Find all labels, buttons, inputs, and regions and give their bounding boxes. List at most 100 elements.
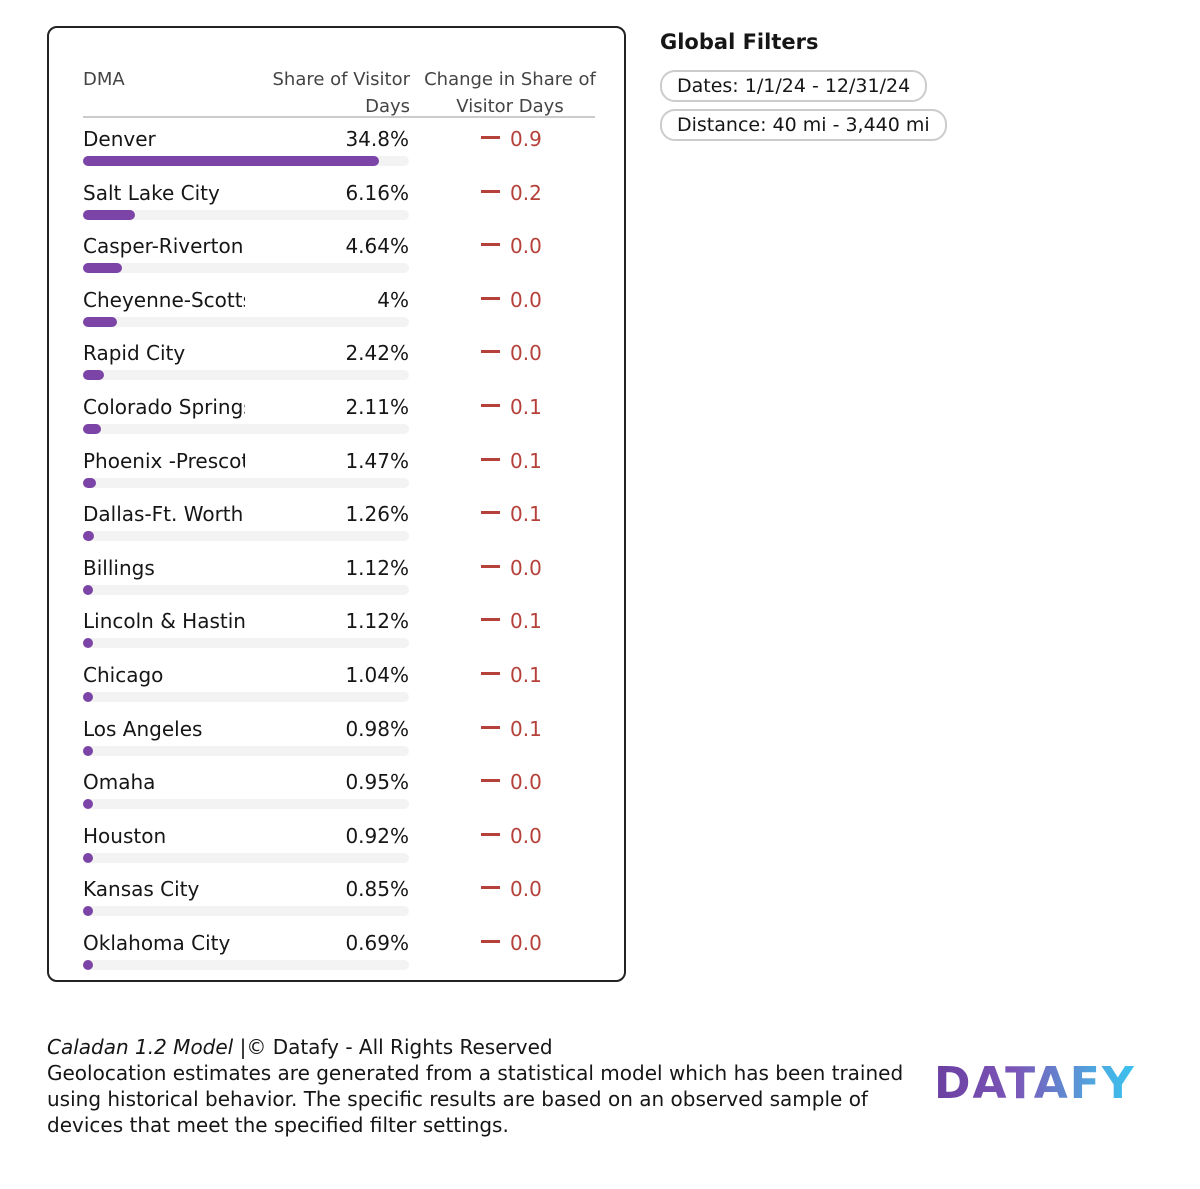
change-number: 0.0 [510,555,542,580]
minus-icon [481,136,500,139]
share-value: 1.12% [345,609,409,634]
minus-icon [481,189,500,193]
dma-name: Lincoln & Hastings [83,609,245,634]
change-number: 0.0 [510,287,542,312]
change-number: 0.0 [510,234,542,259]
share-value: 1.47% [345,448,409,473]
change-number: 0.0 [510,931,542,955]
minus-icon [481,243,500,247]
change-value: 0.9 [481,126,542,152]
minus-icon [481,725,500,729]
share-value: 1.12% [345,555,409,580]
share-bar-fill [83,263,123,274]
change-number: 0.9 [510,127,542,151]
change-number: 0.0 [510,770,542,795]
datafy-logo: DATAFY [934,1058,1136,1109]
distance-filter-pill[interactable]: Distance: 40 mi - 3,440 mi [660,109,947,141]
share-bar-track [83,156,409,166]
dma-name: Houston [83,823,167,848]
table-row[interactable]: Salt Lake City 6.16% 0.2 [83,180,542,233]
share-value: 4.64% [345,234,409,259]
change-number: 0.1 [510,502,542,527]
share-bar-fill [83,692,93,702]
share-bar-fill [83,370,104,381]
change-value: 0.1 [481,662,542,688]
share-bar-fill [83,745,93,756]
share-bar-track [83,584,409,595]
change-value: 0.0 [481,340,542,366]
minus-icon [481,618,500,622]
share-value: 2.42% [345,341,409,366]
table-header: DMA Share of Visitor Days Change in Shar… [83,66,596,118]
share-bar-track [83,263,409,274]
share-bar-fill [83,906,93,917]
minus-icon [481,350,500,354]
change-value: 0.1 [481,608,542,634]
minus-icon [481,564,500,568]
dma-name: Casper-Riverton [83,234,244,259]
minus-icon [481,779,500,783]
dma-name: Dallas-Ft. Worth [83,502,244,527]
minus-icon [481,457,500,461]
global-filters-title: Global Filters [660,30,819,54]
share-bar-track [83,638,409,649]
table-row[interactable]: Chicago 1.04% 0.1 [83,662,542,715]
minus-icon [481,672,500,675]
share-bar-fill [83,799,93,810]
share-value: 0.69% [345,931,409,955]
minus-icon [481,886,500,890]
change-value: 0.0 [481,876,542,902]
share-bar-fill [83,584,93,595]
table-row[interactable]: Lincoln & Hastings 1.12% 0.1 [83,608,542,661]
minus-icon [481,296,500,300]
share-bar-fill [83,638,93,649]
share-value: 1.26% [345,502,409,527]
change-value: 0.0 [481,930,542,956]
table-row[interactable]: Rapid City 2.42% 0.0 [83,340,542,393]
share-bar-track [83,316,409,327]
header-dma[interactable]: DMA [83,69,125,90]
table-row[interactable]: Cheyenne-Scottsbluff 4% 0.0 [83,287,542,340]
share-bar-fill [83,531,94,542]
share-value: 1.04% [345,663,409,687]
change-value: 0.0 [481,233,542,259]
share-bar-fill [83,209,136,220]
table-row[interactable]: Los Angeles 0.98% 0.1 [83,716,542,769]
dates-filter-pill[interactable]: Dates: 1/1/24 - 12/31/24 [660,70,928,102]
table-row[interactable]: Houston 0.92% 0.0 [83,823,542,876]
share-value: 2.11% [345,395,409,419]
change-number: 0.1 [510,448,542,473]
share-value: 0.98% [345,716,409,741]
table-row[interactable]: Dallas-Ft. Worth 1.26% 0.1 [83,501,542,554]
dma-name: Los Angeles [83,716,203,741]
minus-icon [481,832,500,836]
share-bar-track [83,906,409,917]
dma-name: Billings [83,555,155,580]
dma-name: Denver [83,127,156,151]
table-row[interactable]: Omaha 0.95% 0.0 [83,769,542,822]
change-value: 0.1 [481,448,542,474]
change-number: 0.0 [510,823,542,848]
rights-text: |© Datafy - All Rights Reserved [233,1035,553,1059]
share-bar-track [83,531,409,542]
table-row[interactable]: Casper-Riverton 4.64% 0.0 [83,233,542,286]
share-value: 4% [377,287,409,312]
dma-name: Cheyenne-Scottsbluff [83,287,245,312]
share-bar-track [83,370,409,381]
table-row[interactable]: Billings 1.12% 0.0 [83,555,542,608]
table-row[interactable]: Colorado Springs 2.11% 0.1 [83,394,542,447]
change-number: 0.1 [510,609,542,634]
change-number: 0.2 [510,180,542,205]
table-row[interactable]: Kansas City 0.85% 0.0 [83,876,542,929]
share-bar-track [83,745,409,756]
table-row[interactable]: Oklahoma City 0.69% 0.0 [83,930,542,980]
share-value: 6.16% [345,180,409,205]
dma-name: Omaha [83,770,156,795]
table-row[interactable]: Phoenix -Prescott 1.47% 0.1 [83,448,542,501]
header-change[interactable]: Change in Share of Visitor Days [424,69,596,117]
change-value: 0.1 [481,501,542,527]
header-share[interactable]: Share of Visitor Days [272,69,410,117]
share-bar-fill [83,852,93,863]
share-value: 0.85% [345,877,409,902]
table-row[interactable]: Denver 34.8% 0.9 [83,126,542,179]
